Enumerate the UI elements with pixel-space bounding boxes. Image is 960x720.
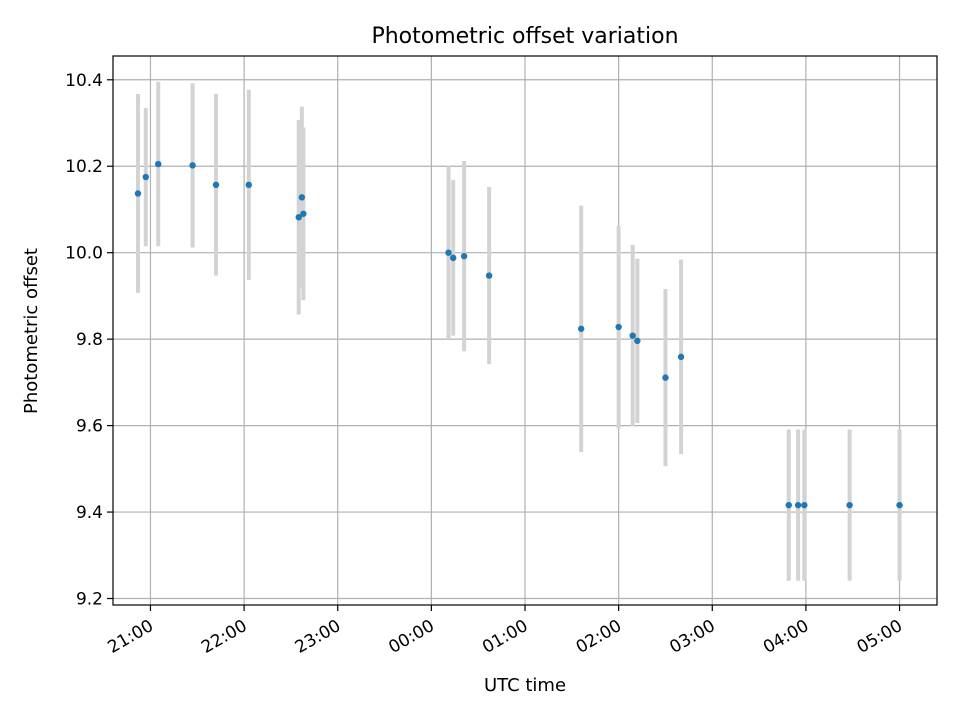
x-axis-label: UTC time <box>484 675 566 696</box>
data-point <box>846 501 853 509</box>
data-point <box>445 249 452 256</box>
data-point <box>485 272 493 279</box>
data-point <box>896 501 903 509</box>
data-point <box>629 332 636 339</box>
data-point <box>785 501 792 509</box>
y-tick-label: 10.2 <box>65 157 103 177</box>
data-points <box>134 160 903 509</box>
y-tick-label: 10.4 <box>65 71 103 91</box>
data-point <box>677 353 685 361</box>
data-point <box>794 501 802 509</box>
y-tick-label: 9.4 <box>76 503 103 523</box>
data-point <box>662 374 669 381</box>
data-point <box>460 252 468 260</box>
data-point <box>577 325 585 332</box>
data-point <box>245 181 252 189</box>
data-point <box>634 337 641 345</box>
data-point <box>142 173 149 181</box>
data-point <box>134 190 142 197</box>
data-point <box>189 162 196 169</box>
y-tick-label: 9.2 <box>76 590 103 610</box>
data-point <box>295 214 302 221</box>
data-point <box>615 323 622 331</box>
y-axis-ticks: 9.2 9.4 9.6 9.8 10.0 10.2 10.4 <box>65 71 113 610</box>
data-point <box>300 210 307 217</box>
data-point <box>801 501 808 509</box>
y-tick-label: 9.6 <box>76 417 103 437</box>
data-point <box>298 194 306 201</box>
data-point <box>155 160 162 168</box>
y-axis-label: Photometric offset <box>21 248 42 414</box>
data-point <box>212 181 220 189</box>
y-tick-label: 10.0 <box>65 244 103 264</box>
chart-title: Photometric offset variation <box>371 24 678 49</box>
data-point <box>450 254 457 262</box>
y-tick-label: 9.8 <box>76 330 103 350</box>
